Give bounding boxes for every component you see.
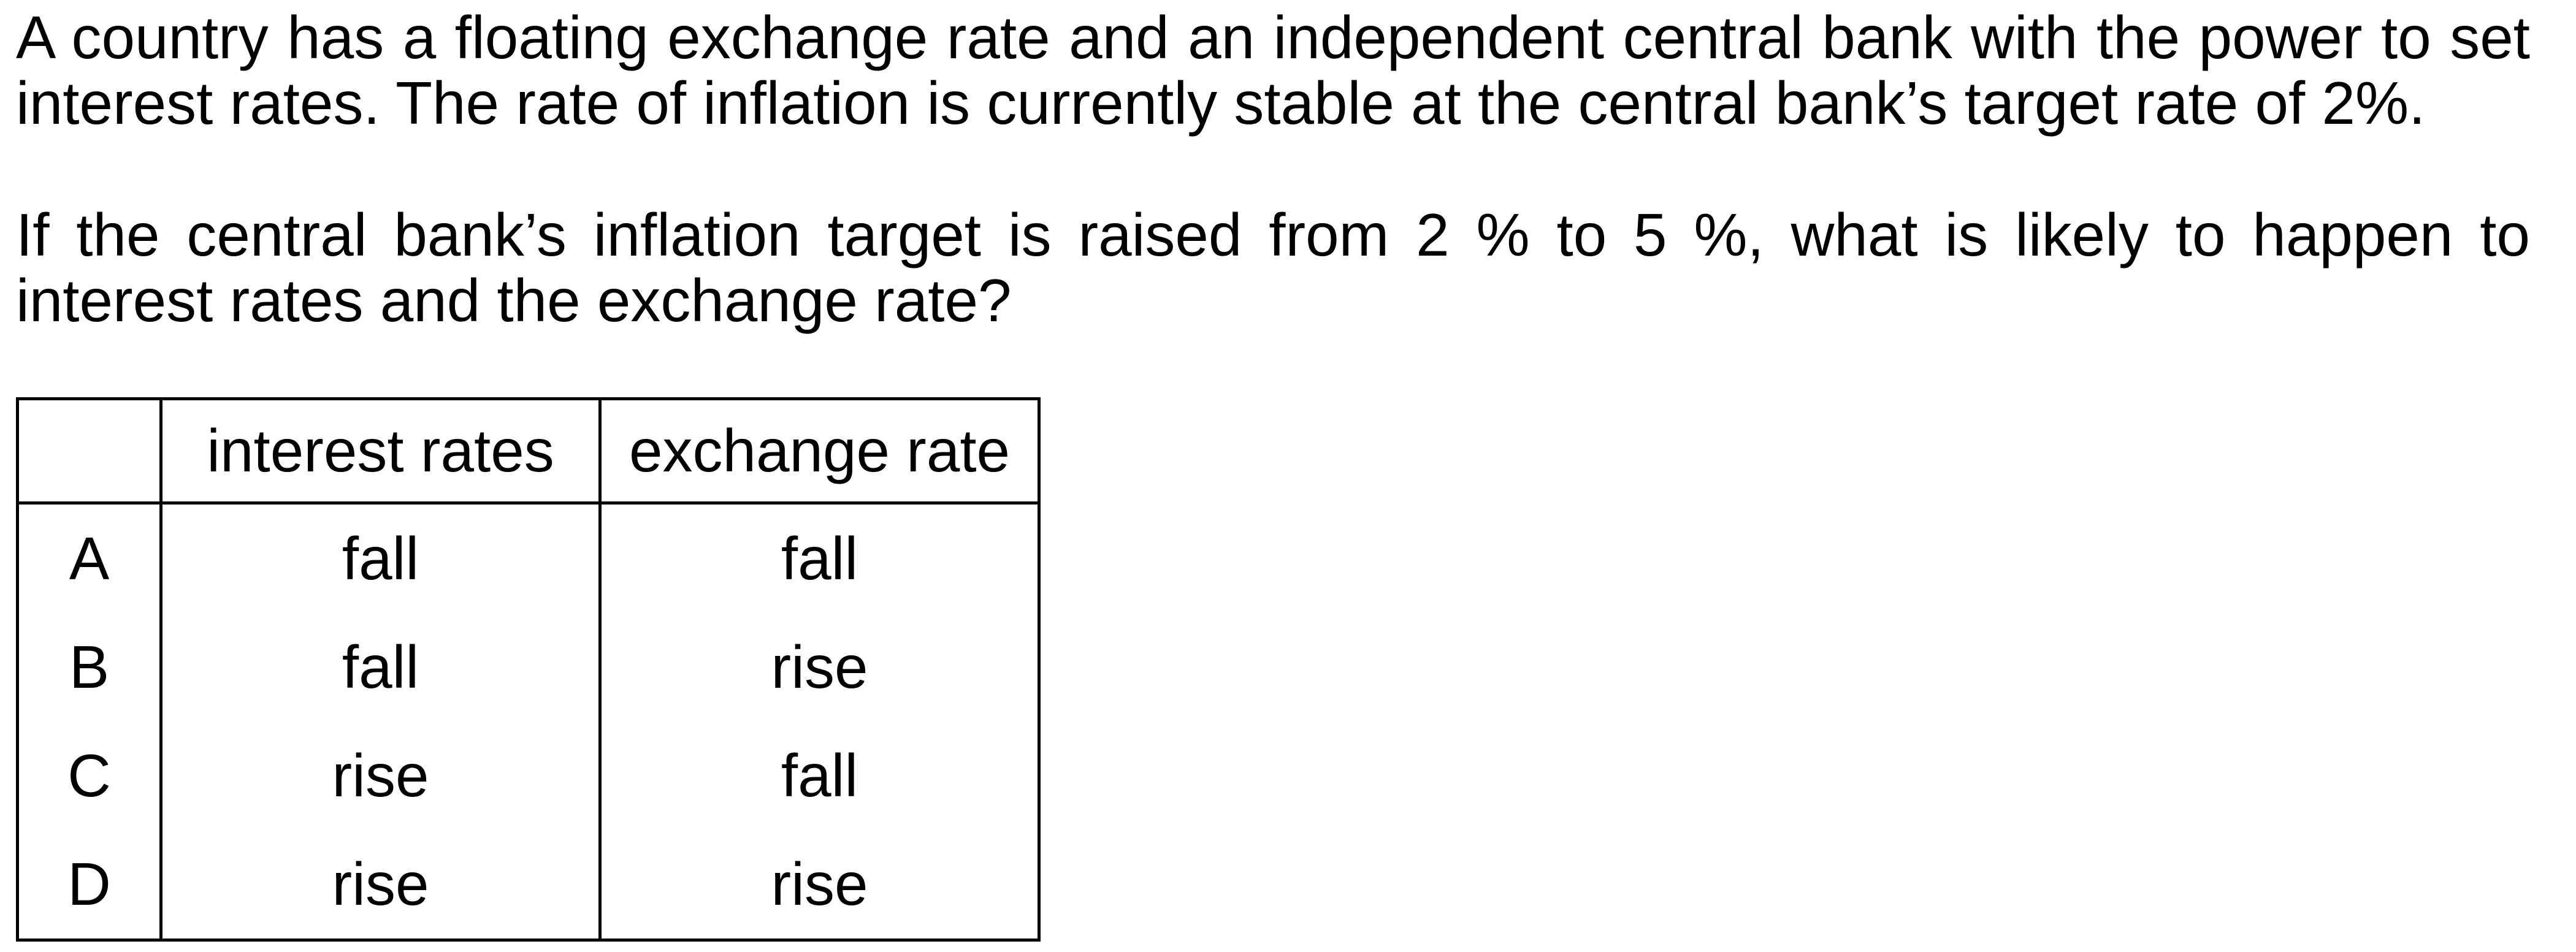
header-interest-rates: interest rates [159,397,602,505]
option-letter: D [16,830,162,942]
option-row-d: D rise rise [16,830,1041,942]
option-row-a: A fall fall [16,503,1041,613]
exchange-rate-cell: rise [598,830,1041,942]
option-row-c: C rise fall [16,722,1041,830]
option-letter: C [16,722,162,830]
exchange-rate-cell: fall [598,503,1041,613]
interest-rates-cell: rise [159,830,602,942]
option-letter: B [16,613,162,722]
exchange-rate-cell: fall [598,722,1041,830]
answer-options-table: interest rates exchange rate A fall fall… [16,397,1041,942]
question-stem: A country has a floating exchange rate a… [16,4,2530,137]
header-exchange-rate: exchange rate [598,397,1041,505]
interest-rates-cell: rise [159,722,602,830]
option-row-b: B fall rise [16,613,1041,722]
table-header-row: interest rates exchange rate [16,397,1041,505]
header-blank-cell [16,397,162,505]
interest-rates-cell: fall [159,613,602,722]
interest-rates-cell: fall [159,503,602,613]
option-letter: A [16,503,162,613]
question-prompt: If the central bank’s inflation target i… [16,201,2530,334]
exchange-rate-cell: rise [598,613,1041,722]
